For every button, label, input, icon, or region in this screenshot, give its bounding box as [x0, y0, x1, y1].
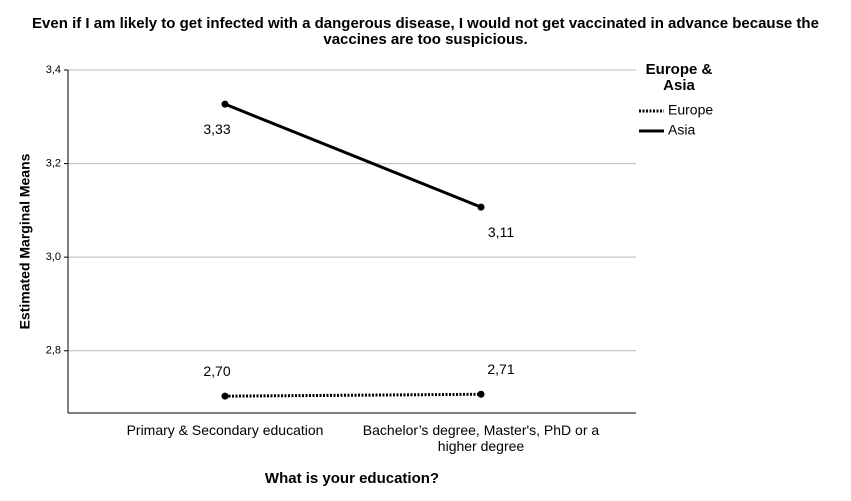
- x-axis-label: What is your education?: [264, 470, 440, 487]
- legend-label: Asia: [668, 122, 695, 138]
- point: [477, 203, 485, 211]
- line: [224, 392, 482, 398]
- point: [221, 100, 229, 108]
- data-label: 3,11: [488, 224, 514, 240]
- legend-title: Europe & Asia: [645, 61, 713, 94]
- y-tick-label: 2,8: [46, 345, 61, 357]
- y-axis-label: Estimated Marginal Means: [17, 153, 33, 329]
- data-label: 2,70: [203, 363, 230, 379]
- data-label: 2,71: [487, 361, 514, 377]
- x-tick-label: Bachelor’s degree, Master's, PhD or a hi…: [362, 422, 600, 454]
- y-tick-label: 3,4: [46, 64, 61, 76]
- point: [477, 390, 485, 398]
- legend-label: Europe: [668, 102, 713, 118]
- x-tick-label: Primary & Secondary education: [126, 422, 324, 438]
- y-tick-label: 3,0: [46, 251, 61, 263]
- chart-title: Even if I am likely to get infected with…: [32, 15, 819, 48]
- line: [224, 102, 482, 209]
- point: [221, 392, 229, 400]
- data-label: 3,33: [203, 121, 230, 137]
- y-tick-label: 3,2: [46, 157, 61, 169]
